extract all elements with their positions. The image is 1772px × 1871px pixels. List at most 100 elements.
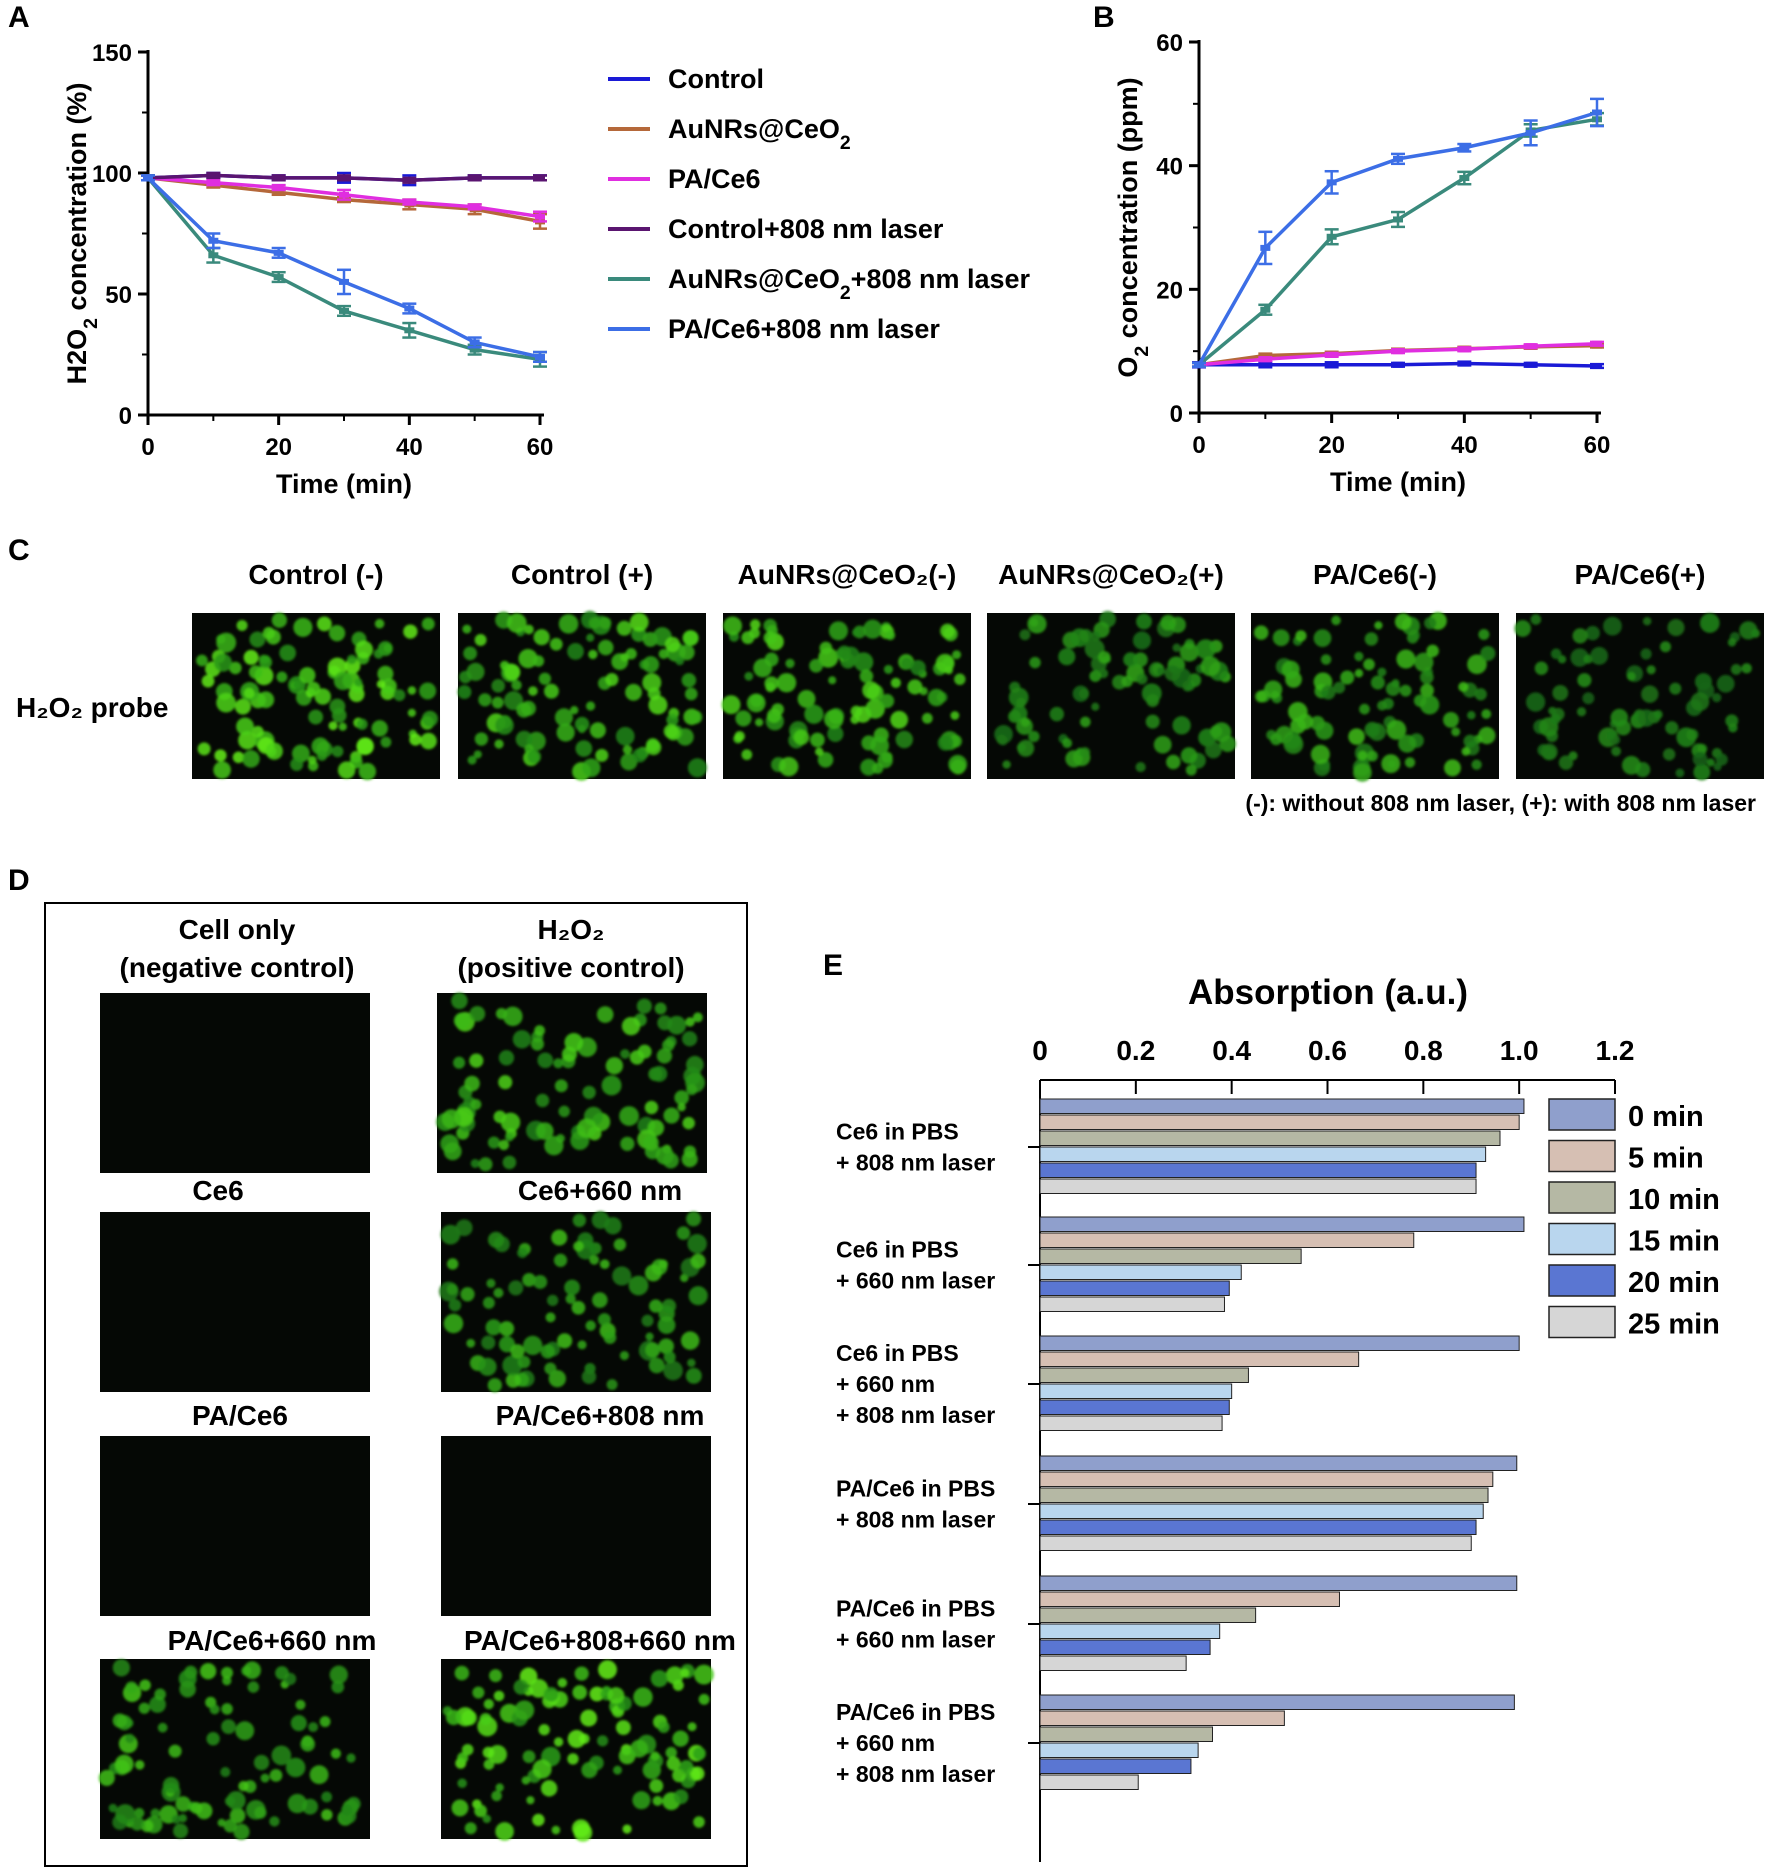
- chart-a-x-tick-label: 0: [141, 434, 154, 461]
- fluorescent-cell: [1404, 757, 1416, 768]
- fluorescent-cell: [1467, 711, 1476, 720]
- fluorescent-cell: [1141, 683, 1162, 704]
- fluorescent-cell: [1552, 684, 1569, 701]
- fluorescent-cell: [474, 634, 487, 646]
- fluorescent-cell: [168, 1744, 182, 1758]
- panel-c-row-label: H₂O₂ probe: [16, 692, 168, 723]
- fluorescent-cell: [1028, 730, 1040, 743]
- fluorescent-cell: [243, 1661, 261, 1680]
- fluorescent-cell: [643, 1134, 659, 1151]
- fluorescent-cell: [682, 1116, 695, 1130]
- fluorescent-cell: [577, 1340, 587, 1350]
- panel-d-micrograph: [100, 1436, 370, 1616]
- chart-b-x-axis-title: Time (min): [1330, 467, 1466, 497]
- chart-e-group-label: PA/Ce6 in PBS: [836, 1596, 995, 1622]
- fluorescent-cell: [1195, 639, 1216, 660]
- chart-e-bar: [1039, 1264, 1242, 1280]
- panel-letter-b: B: [1093, 1, 1115, 34]
- fluorescent-cell: [850, 705, 863, 718]
- fluorescent-cell: [649, 1299, 663, 1313]
- fluorescent-cell: [1164, 665, 1181, 682]
- fluorescent-cell: [681, 1031, 698, 1047]
- fluorescent-cell: [1514, 620, 1532, 637]
- chart-a-data-point: [208, 179, 219, 186]
- fluorescent-cell: [879, 693, 895, 709]
- fluorescent-cell: [460, 1287, 475, 1302]
- fluorescent-cell: [1310, 744, 1330, 764]
- fluorescent-cell: [1172, 643, 1181, 653]
- fluorescent-cell: [890, 710, 909, 729]
- fluorescent-cell: [658, 1259, 668, 1269]
- panel-d-title: PA/Ce6+808+660 nm: [464, 1625, 736, 1656]
- fluorescent-cell: [498, 1075, 513, 1090]
- chart-e-group-label: Ce6 in PBS: [836, 1119, 959, 1145]
- chart-b-y-tick-label: 40: [1156, 154, 1183, 181]
- fluorescent-cell: [673, 1789, 689, 1805]
- fluorescent-cell: [581, 1761, 598, 1779]
- fluorescent-cell: [333, 671, 353, 691]
- fluorescent-cell: [1471, 759, 1482, 770]
- fluorescent-cell: [565, 1293, 576, 1305]
- fluorescent-cell: [1570, 648, 1589, 667]
- fluorescent-cell: [1027, 614, 1047, 634]
- fluorescent-cell: [548, 1369, 566, 1388]
- fluorescent-cell: [229, 1807, 246, 1824]
- fluorescent-cell: [1413, 694, 1427, 707]
- fluorescent-cell: [383, 643, 393, 653]
- fluorescent-cell: [258, 654, 268, 664]
- panel-c-column-title: Control (-): [248, 559, 383, 590]
- chart-e-x-tick-label: 0: [1032, 1035, 1048, 1066]
- fluorescent-cell: [1098, 651, 1111, 664]
- fluorescent-cell: [677, 1102, 686, 1112]
- chart-e-bar: [1039, 1367, 1249, 1383]
- fluorescent-cell: [1331, 615, 1341, 626]
- fluorescent-cell: [571, 1819, 591, 1838]
- fluorescent-cell: [1385, 681, 1401, 697]
- fluorescent-cell: [507, 613, 527, 633]
- fluorescent-cell: [510, 1344, 525, 1359]
- fluorescent-cell: [299, 667, 316, 684]
- chart-e-group-label: + 808 nm laser: [836, 1150, 995, 1176]
- fluorescent-cell: [620, 1136, 635, 1151]
- fluorescent-cell: [371, 720, 388, 737]
- fluorescent-cell: [247, 1681, 260, 1693]
- chart-b-series-line: [1197, 110, 1598, 366]
- fluorescent-cell: [330, 1748, 342, 1759]
- fluorescent-cell: [1690, 692, 1710, 711]
- fluorescent-cell: [419, 682, 437, 700]
- fluorescent-cell: [693, 1816, 705, 1828]
- fluorescent-cell: [112, 1713, 127, 1728]
- fluorescent-cell: [685, 1367, 702, 1384]
- fluorescent-cell: [328, 721, 338, 731]
- legend-label: AuNRs@CeO2: [668, 114, 851, 154]
- fluorescent-cell: [213, 761, 231, 779]
- fluorescent-cell: [535, 1093, 550, 1108]
- fluorescent-cell: [688, 710, 703, 724]
- fluorescent-cell: [500, 1112, 521, 1133]
- chart-a-data-point: [469, 339, 480, 346]
- fluorescent-cell: [641, 1314, 654, 1327]
- fluorescent-cell: [1585, 625, 1600, 641]
- fluorescent-cell: [1090, 631, 1101, 642]
- fluorescent-cell: [249, 631, 266, 648]
- chart-b-data-point: [1525, 343, 1536, 350]
- fluorescent-cell: [441, 1109, 462, 1129]
- fluorescent-cell: [221, 1719, 236, 1734]
- chart-e-group-label: + 808 nm laser: [836, 1402, 995, 1428]
- fluorescent-cell: [687, 758, 707, 778]
- chart-a-y-tick-label: 150: [92, 40, 132, 67]
- fluorescent-cell: [607, 1687, 625, 1705]
- fluorescent-cell: [257, 691, 275, 709]
- chart-e-bar: [1039, 1758, 1192, 1774]
- panel-d-micrograph: [100, 1212, 370, 1392]
- fluorescent-cell: [589, 722, 606, 739]
- fluorescent-cell: [1577, 673, 1592, 688]
- fluorescent-cell: [337, 761, 356, 779]
- fluorescent-cell: [393, 689, 406, 702]
- fluorescent-cell: [766, 708, 782, 723]
- fluorescent-cell: [687, 1358, 696, 1368]
- cell-cluster: [994, 610, 1236, 776]
- fluorescent-cell: [741, 749, 753, 761]
- chart-e-bar: [1039, 1162, 1477, 1178]
- fluorescent-cell: [1219, 735, 1236, 753]
